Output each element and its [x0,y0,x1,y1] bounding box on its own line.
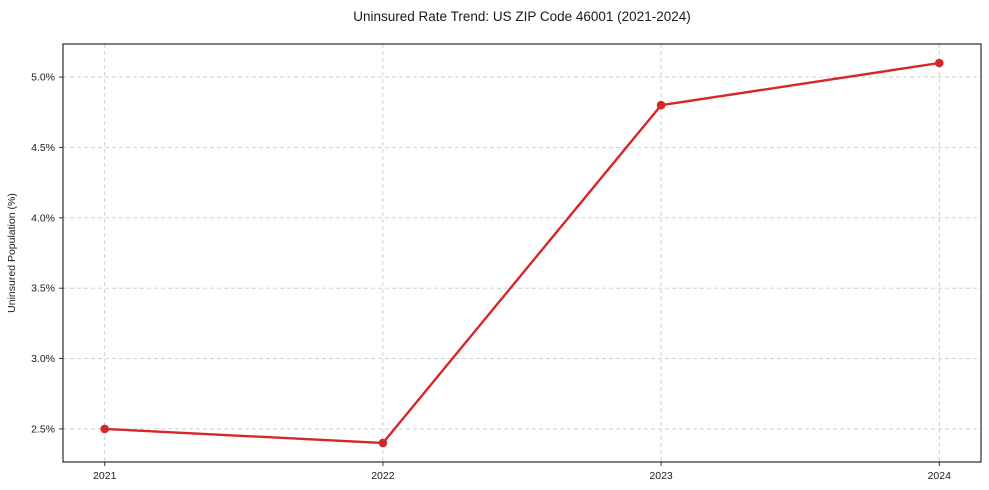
x-tick-label: 2024 [928,470,952,482]
y-tick-label: 2.5% [31,423,55,435]
y-tick-label: 5.0% [31,72,55,84]
y-tick-label: 4.5% [31,142,55,154]
data-point [934,58,944,68]
series-layer [100,58,944,448]
y-tick-label: 3.5% [31,283,55,295]
data-point [100,424,110,434]
plot-spine [62,43,982,463]
tick-label-layer: 2.5% 3.0% 3.5% 4.0% 4.5% 5.0% 2021 2022 2023 2024 [31,72,951,482]
data-point [656,100,666,110]
grid-layer [63,44,981,462]
y-tick-label: 3.0% [31,353,55,365]
chart-title: Uninsured Rate Trend: US ZIP Code 46001 … [353,9,690,24]
x-tick-label: 2023 [649,470,673,482]
trend-line [103,61,941,445]
y-tick-label: 4.0% [31,212,55,224]
data-point [378,438,388,448]
plot-border [62,43,982,463]
x-tick-label: 2022 [371,470,395,482]
x-tick-label: 2021 [93,470,117,482]
y-axis-label: Uninsured Population (%) [6,193,18,313]
tick-layer [59,76,940,466]
